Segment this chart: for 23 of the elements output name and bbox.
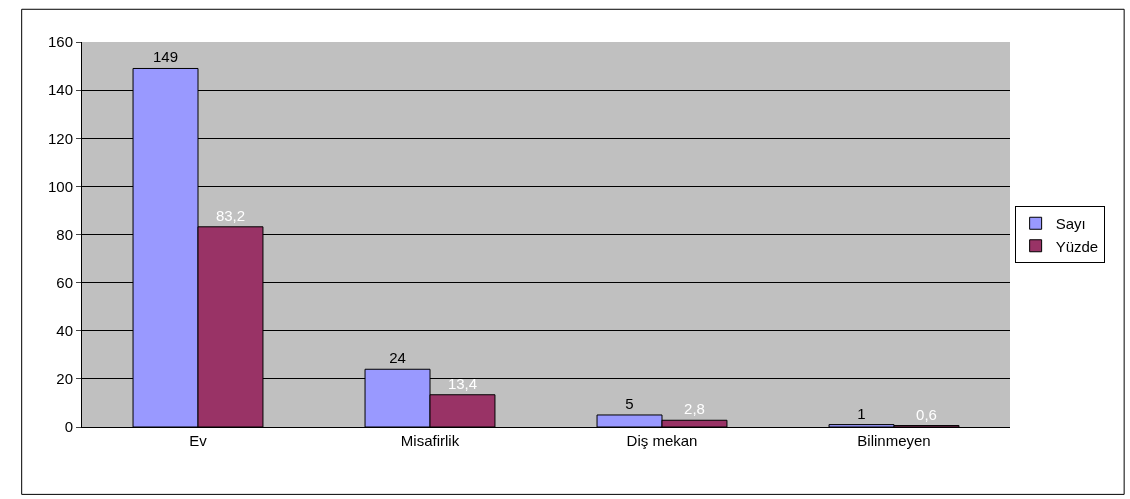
y-tick-label: 40 — [56, 322, 73, 339]
y-tick-label: 0 — [64, 418, 73, 436]
data-label: 5 — [625, 394, 634, 412]
data-label: 13,4 — [447, 374, 478, 392]
data-label: 24 — [389, 349, 406, 367]
data-label: 149 — [153, 48, 179, 66]
data-label: 83,2 — [215, 206, 246, 224]
x-tick-label: Misafirlik — [400, 432, 460, 449]
data-label: 2,8 — [684, 400, 705, 418]
x-tick-label: Ev — [189, 432, 208, 449]
y-tick-label: 100 — [47, 177, 73, 195]
y-tick-label: 120 — [47, 129, 73, 147]
data-label: 0,6 — [916, 405, 937, 423]
data-label: 1 — [857, 404, 866, 422]
x-tick-label: Bilinmeyen — [857, 432, 931, 449]
legend-label: Sayı — [1055, 215, 1086, 233]
y-tick-label: 60 — [56, 273, 73, 291]
y-tick-label: 80 — [56, 225, 73, 243]
y-tick-label: 20 — [56, 370, 73, 388]
legend-label: Yüzde — [1055, 237, 1099, 255]
y-tick-label: 140 — [47, 81, 73, 99]
x-tick-label: Diş mekan — [626, 432, 698, 449]
y-tick-label: 160 — [47, 33, 73, 51]
